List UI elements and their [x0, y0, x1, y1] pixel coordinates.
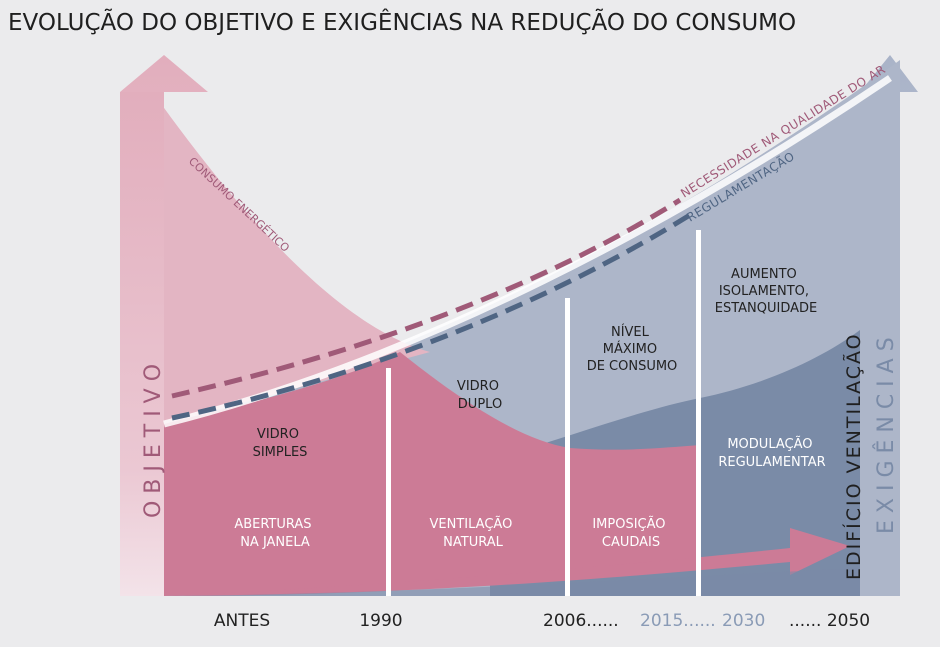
timeline-antes: ANTES [214, 611, 270, 631]
ventilacao-natural-label: VENTILAÇÃO NATURAL [430, 516, 517, 550]
requirement-band [163, 75, 892, 428]
objetivo-label: O B J E T I V O [141, 364, 166, 518]
aumento-label: AUMENTO ISOLAMENTO, ESTANQUIDADE [715, 267, 818, 316]
divider-1990 [386, 368, 391, 596]
modulacao-label: MODULAÇÃO REGULAMENTAR [718, 436, 825, 470]
divider-2030 [696, 230, 701, 596]
timeline-2015: 2015...... [640, 611, 716, 631]
nivel-maximo-label: NÍVEL MÁXIMO DE CONSUMO [587, 324, 678, 374]
timeline-1990: 1990 [359, 611, 402, 631]
diagram-title: EVOLUÇÃO DO OBJETIVO E EXIGÊNCIAS NA RED… [8, 8, 796, 36]
timeline-2006: 2006...... [543, 611, 619, 631]
exigencias-label: E X I G Ê N C I A S [873, 337, 899, 534]
vidro-simples-label: VIDRO SIMPLES [253, 427, 308, 460]
timeline-2030: 2030 [722, 611, 765, 631]
regulamentacao-curve [171, 212, 692, 421]
timeline-2050: ...... 2050 [789, 611, 870, 631]
timeline-base [164, 568, 860, 596]
objetivo-arrow-shaft [120, 92, 164, 596]
divider-2006 [565, 298, 570, 596]
imposicao-label: IMPOSIÇÃO CAUDAIS [592, 516, 669, 550]
qualidade-ar-curve [171, 197, 682, 399]
edificio-ventilacao-label: EDIFÍCIO VENTILAÇÃO [842, 332, 865, 580]
aberturas-label: ABERTURAS NA JANELA [234, 517, 315, 550]
consumo-trend-arrow [164, 528, 850, 596]
vidro-duplo-label: VIDRO DUPLO [457, 379, 503, 412]
